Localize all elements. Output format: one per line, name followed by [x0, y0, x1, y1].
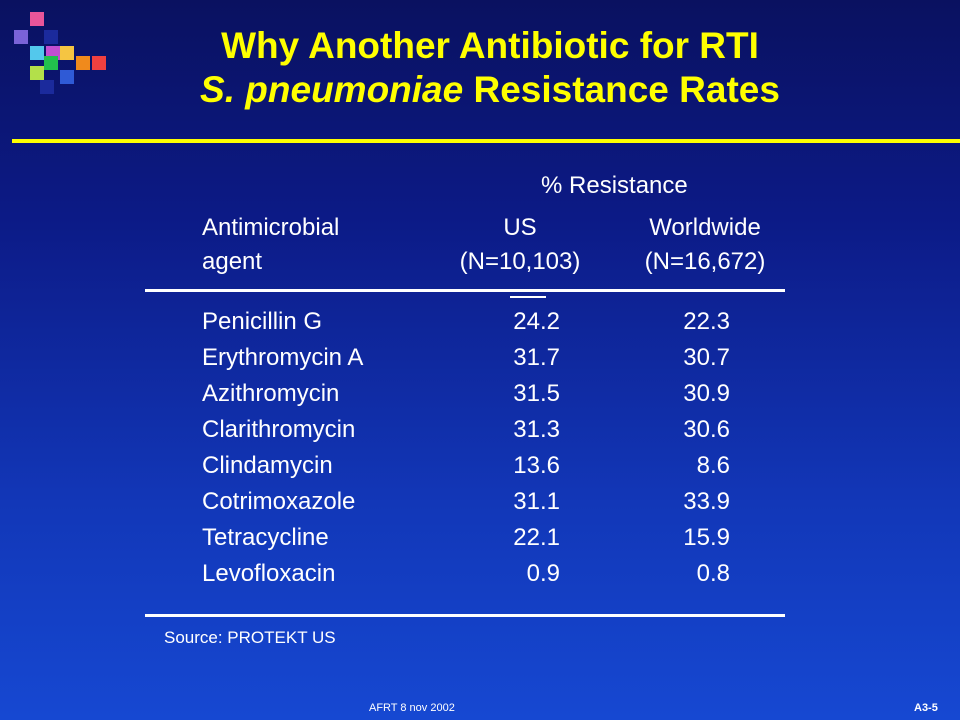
row-us-value: 13.6 [513, 452, 560, 479]
row-us-value: 24.2 [513, 308, 560, 335]
row-agent: Penicillin G [202, 308, 323, 335]
row-worldwide-value: 33.9 [683, 488, 730, 515]
col-header-us-line2: (N=10,103) [459, 248, 581, 275]
logo-square [44, 30, 58, 44]
row-agent: Clindamycin [202, 452, 333, 479]
row-agent: Erythromycin A [202, 344, 364, 371]
title-line-1: Why Another Antibiotic for RTI [221, 25, 759, 66]
logo-square [30, 66, 44, 80]
row-agent: Azithromycin [202, 380, 340, 407]
logo-square [40, 80, 54, 94]
footer-left: AFRT 8 nov 2002 [369, 702, 455, 714]
colored-squares-logo [0, 0, 130, 100]
footer-right: A3-5 [914, 702, 938, 714]
row-worldwide-value: 0.8 [696, 560, 730, 587]
col-header-agent-line1: Antimicrobial [202, 214, 340, 241]
logo-square [14, 30, 28, 44]
header-rule [145, 289, 785, 292]
row-us-value: 31.1 [513, 488, 560, 515]
logo-square [60, 70, 74, 84]
logo-square [44, 56, 58, 70]
col-header-agent-line2: agent [202, 248, 263, 275]
title-line-2-rest: Resistance Rates [463, 69, 780, 110]
row-worldwide-value: 22.3 [683, 308, 730, 335]
row-worldwide-value: 30.9 [683, 380, 730, 407]
us-underline [510, 296, 546, 298]
row-agent: Levofloxacin [202, 560, 336, 587]
row-us-value: 0.9 [526, 560, 560, 587]
source-note: Source: PROTEKT US [164, 628, 336, 647]
title-line-2: S. pneumoniae Resistance Rates [120, 68, 860, 112]
row-agent: Tetracycline [202, 524, 329, 551]
row-worldwide-value: 30.7 [683, 344, 730, 371]
row-agent: Cotrimoxazole [202, 488, 356, 515]
logo-square [30, 46, 44, 60]
title-organism: S. pneumoniae [200, 69, 464, 110]
row-agent: Clarithromycin [202, 416, 356, 443]
row-us-value: 31.7 [513, 344, 560, 371]
logo-square [60, 46, 74, 60]
col-header-worldwide-line2: (N=16,672) [644, 248, 766, 275]
row-us-value: 22.1 [513, 524, 560, 551]
title-underline [12, 139, 960, 143]
logo-square [92, 56, 106, 70]
row-worldwide-value: 8.6 [696, 452, 730, 479]
row-worldwide-value: 30.6 [683, 416, 730, 443]
row-us-value: 31.5 [513, 380, 560, 407]
bottom-rule [145, 614, 785, 617]
slide-title: Why Another Antibiotic for RTI S. pneumo… [120, 24, 860, 112]
col-header-worldwide-line1: Worldwide [649, 214, 761, 241]
row-worldwide-value: 15.9 [683, 524, 730, 551]
col-header-us-line1: US [503, 214, 537, 241]
logo-square [76, 56, 90, 70]
logo-square [30, 12, 44, 26]
row-us-value: 31.3 [513, 416, 560, 443]
super-header: % Resistance [541, 172, 688, 199]
